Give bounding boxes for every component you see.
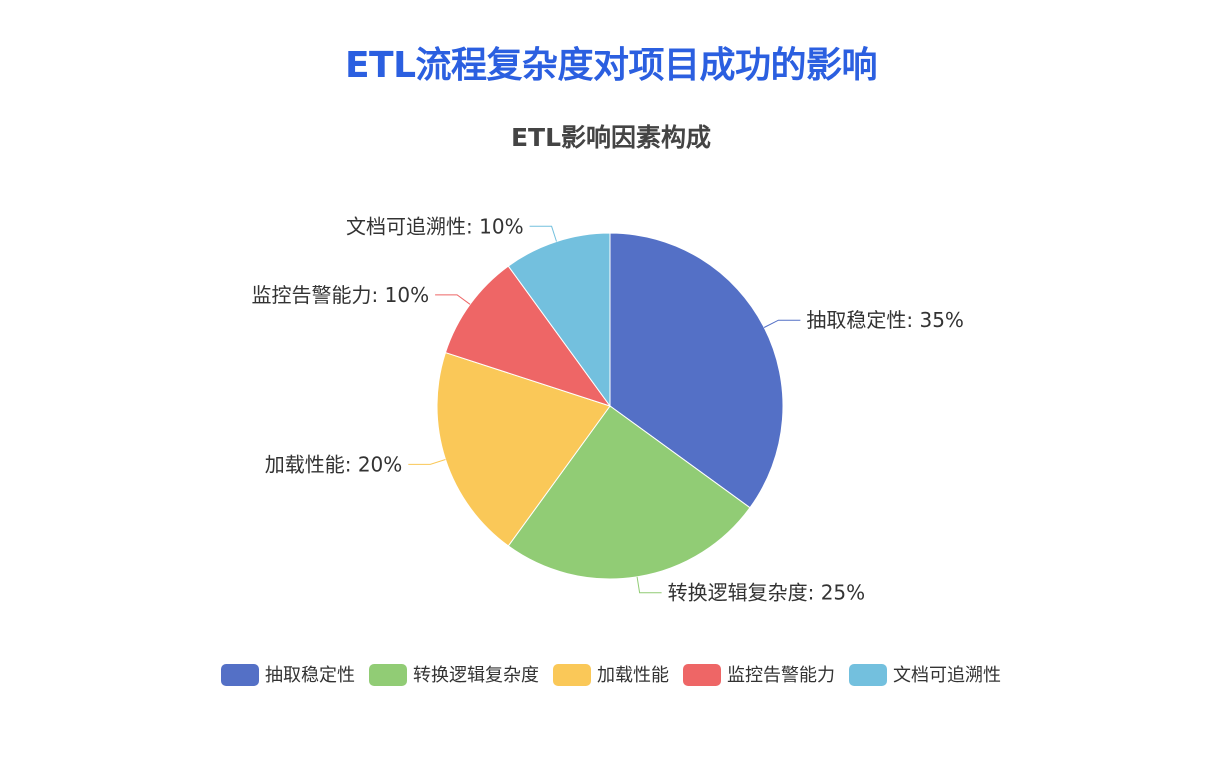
legend-swatch [683, 664, 721, 686]
legend-item-5[interactable]: 文档可追溯性 [849, 664, 1001, 686]
legend-label: 抽取稳定性 [265, 665, 355, 686]
label-line-4 [435, 294, 471, 305]
legend-label: 加载性能 [597, 665, 669, 686]
chart-title: ETL影响因素构成 [511, 123, 711, 152]
label-line-1 [763, 319, 801, 328]
legend-label: 转换逻辑复杂度 [413, 665, 539, 686]
legend-item-1[interactable]: 抽取稳定性 [221, 664, 355, 686]
legend-item-3[interactable]: 加载性能 [553, 664, 669, 686]
legend-swatch [553, 664, 591, 686]
legend-swatch [369, 664, 407, 686]
pie-slice-1[interactable] [609, 232, 784, 509]
legend-item-2[interactable]: 转换逻辑复杂度 [369, 664, 539, 686]
legend-label: 文档可追溯性 [893, 665, 1001, 686]
label-line-2 [636, 576, 662, 594]
legend-label: 监控告警能力 [727, 665, 835, 686]
slice-label-1: 抽取稳定性: 35% [806, 308, 964, 332]
label-line-5 [529, 225, 557, 242]
slice-label-2: 转换逻辑复杂度: 25% [668, 581, 866, 605]
pie-slices [436, 232, 784, 580]
slice-label-4: 监控告警能力: 10% [252, 283, 430, 307]
legend-item-4[interactable]: 监控告警能力 [683, 664, 835, 686]
legend-swatch [221, 664, 259, 686]
pie-slice-4[interactable] [444, 265, 612, 407]
slice-label-3: 加载性能: 20% [265, 452, 403, 476]
pie-slice-2[interactable] [507, 405, 751, 580]
legend-swatch [849, 664, 887, 686]
slice-labels: 抽取稳定性: 35% 转换逻辑复杂度: 25% 加载性能: 20% 监控告警能力: 1… [252, 214, 964, 604]
label-line-3 [408, 459, 446, 465]
legend: 抽取稳定性 转换逻辑复杂度 加载性能 监控告警能力 文档可追溯性 [221, 664, 1001, 686]
slice-label-5: 文档可追溯性: 10% [346, 214, 524, 238]
page-title: ETL流程复杂度对项目成功的影响 [344, 45, 878, 86]
